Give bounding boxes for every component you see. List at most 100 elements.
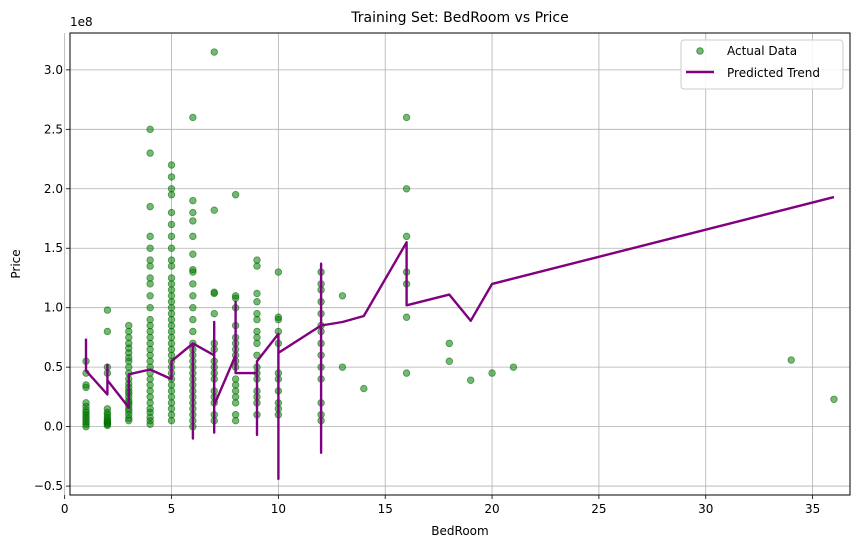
data-point [274,313,283,321]
data-point [402,369,411,377]
data-point [210,309,218,318]
data-point [402,185,411,193]
chart-title: Training Set: BedRoom vs Price [350,10,568,26]
data-point [146,149,154,157]
data-point [253,256,261,264]
data-point [189,208,197,217]
data-point [146,304,154,312]
data-point [830,395,838,403]
x-tick-label: 0 [61,502,69,516]
trend-series [84,195,835,481]
data-point [466,376,475,384]
predicted-trend-line [84,195,835,481]
data-point [231,292,240,300]
x-tick-label: 20 [484,502,499,516]
data-point [146,256,154,264]
y-tick-label: 1.0 [44,301,63,315]
data-point [787,356,795,364]
y-tick-label: −0.5 [34,479,63,493]
data-point [189,292,197,300]
plot-frame [69,32,851,496]
data-point [210,206,218,214]
data-point [146,232,154,241]
y-tick-label: 2.0 [44,182,63,196]
data-point [274,268,283,276]
data-point [210,288,218,296]
data-point [167,256,176,264]
legend-box [680,39,844,90]
grid [64,33,850,495]
data-point [402,113,411,122]
y-offset-label: 1e8 [70,15,93,29]
x-tick-label: 25 [591,502,606,516]
data-point [146,125,154,134]
data-point [189,265,197,274]
data-point [189,196,197,205]
data-point [360,384,368,393]
x-tick-label: 30 [698,502,713,516]
data-point [488,369,496,377]
data-point [253,327,261,336]
data-point [231,411,240,419]
data-point [402,313,411,321]
legend-label-predicted: Predicted Trend [727,66,820,80]
data-point [445,339,454,348]
x-tick-label: 35 [805,502,820,516]
data-point [189,315,197,324]
x-tick-label: 15 [378,502,393,516]
x-tick-label: 5 [168,502,176,516]
legend-scatter-marker [696,47,704,55]
data-point [189,113,197,122]
data-point [231,375,240,383]
data-point [103,405,112,413]
plot-background [70,33,850,495]
y-tick-label: 2.5 [44,122,63,136]
x-axis-label: BedRoom [431,524,488,538]
scatter-series [82,48,838,431]
y-tick-label: 3.0 [44,63,63,77]
legend-label-actual: Actual Data [727,44,797,58]
data-point [146,274,154,282]
y-tick-label: 0.0 [44,420,63,434]
y-axis-label: Price [9,249,23,278]
data-point [146,202,154,211]
data-point [210,48,218,56]
data-point [189,232,197,241]
data-point [509,363,518,371]
x-axis-ticks: 0 5 10 15 20 25 30 35 [61,495,820,516]
data-point [125,321,133,330]
y-tick-label: 0.5 [44,360,63,374]
data-point [146,244,154,252]
data-point [82,399,90,407]
data-point [189,304,197,312]
data-point [253,309,261,318]
data-point [402,232,411,241]
data-point [189,280,197,288]
data-point [167,185,176,193]
data-point [167,232,176,241]
data-point [189,250,197,258]
data-point [146,292,154,300]
x-tick-label: 10 [271,502,286,516]
y-axis-ticks: −0.5 0.0 0.5 1.0 1.5 2.0 2.5 3.0 [34,63,70,493]
data-point [189,217,197,225]
data-point [253,289,261,298]
data-point [103,327,112,336]
y-tick-label: 1.5 [44,241,63,255]
data-point [167,244,176,252]
data-point [231,191,240,199]
data-point [338,363,347,371]
data-point [167,220,176,229]
data-point [167,208,176,217]
data-point [253,298,261,306]
data-point [189,327,197,336]
data-point [82,381,90,389]
data-point [167,173,176,181]
data-point [445,357,454,365]
data-point [338,292,347,300]
data-point [103,306,112,314]
data-point [146,315,154,324]
data-point [167,274,176,282]
data-point [167,161,176,169]
